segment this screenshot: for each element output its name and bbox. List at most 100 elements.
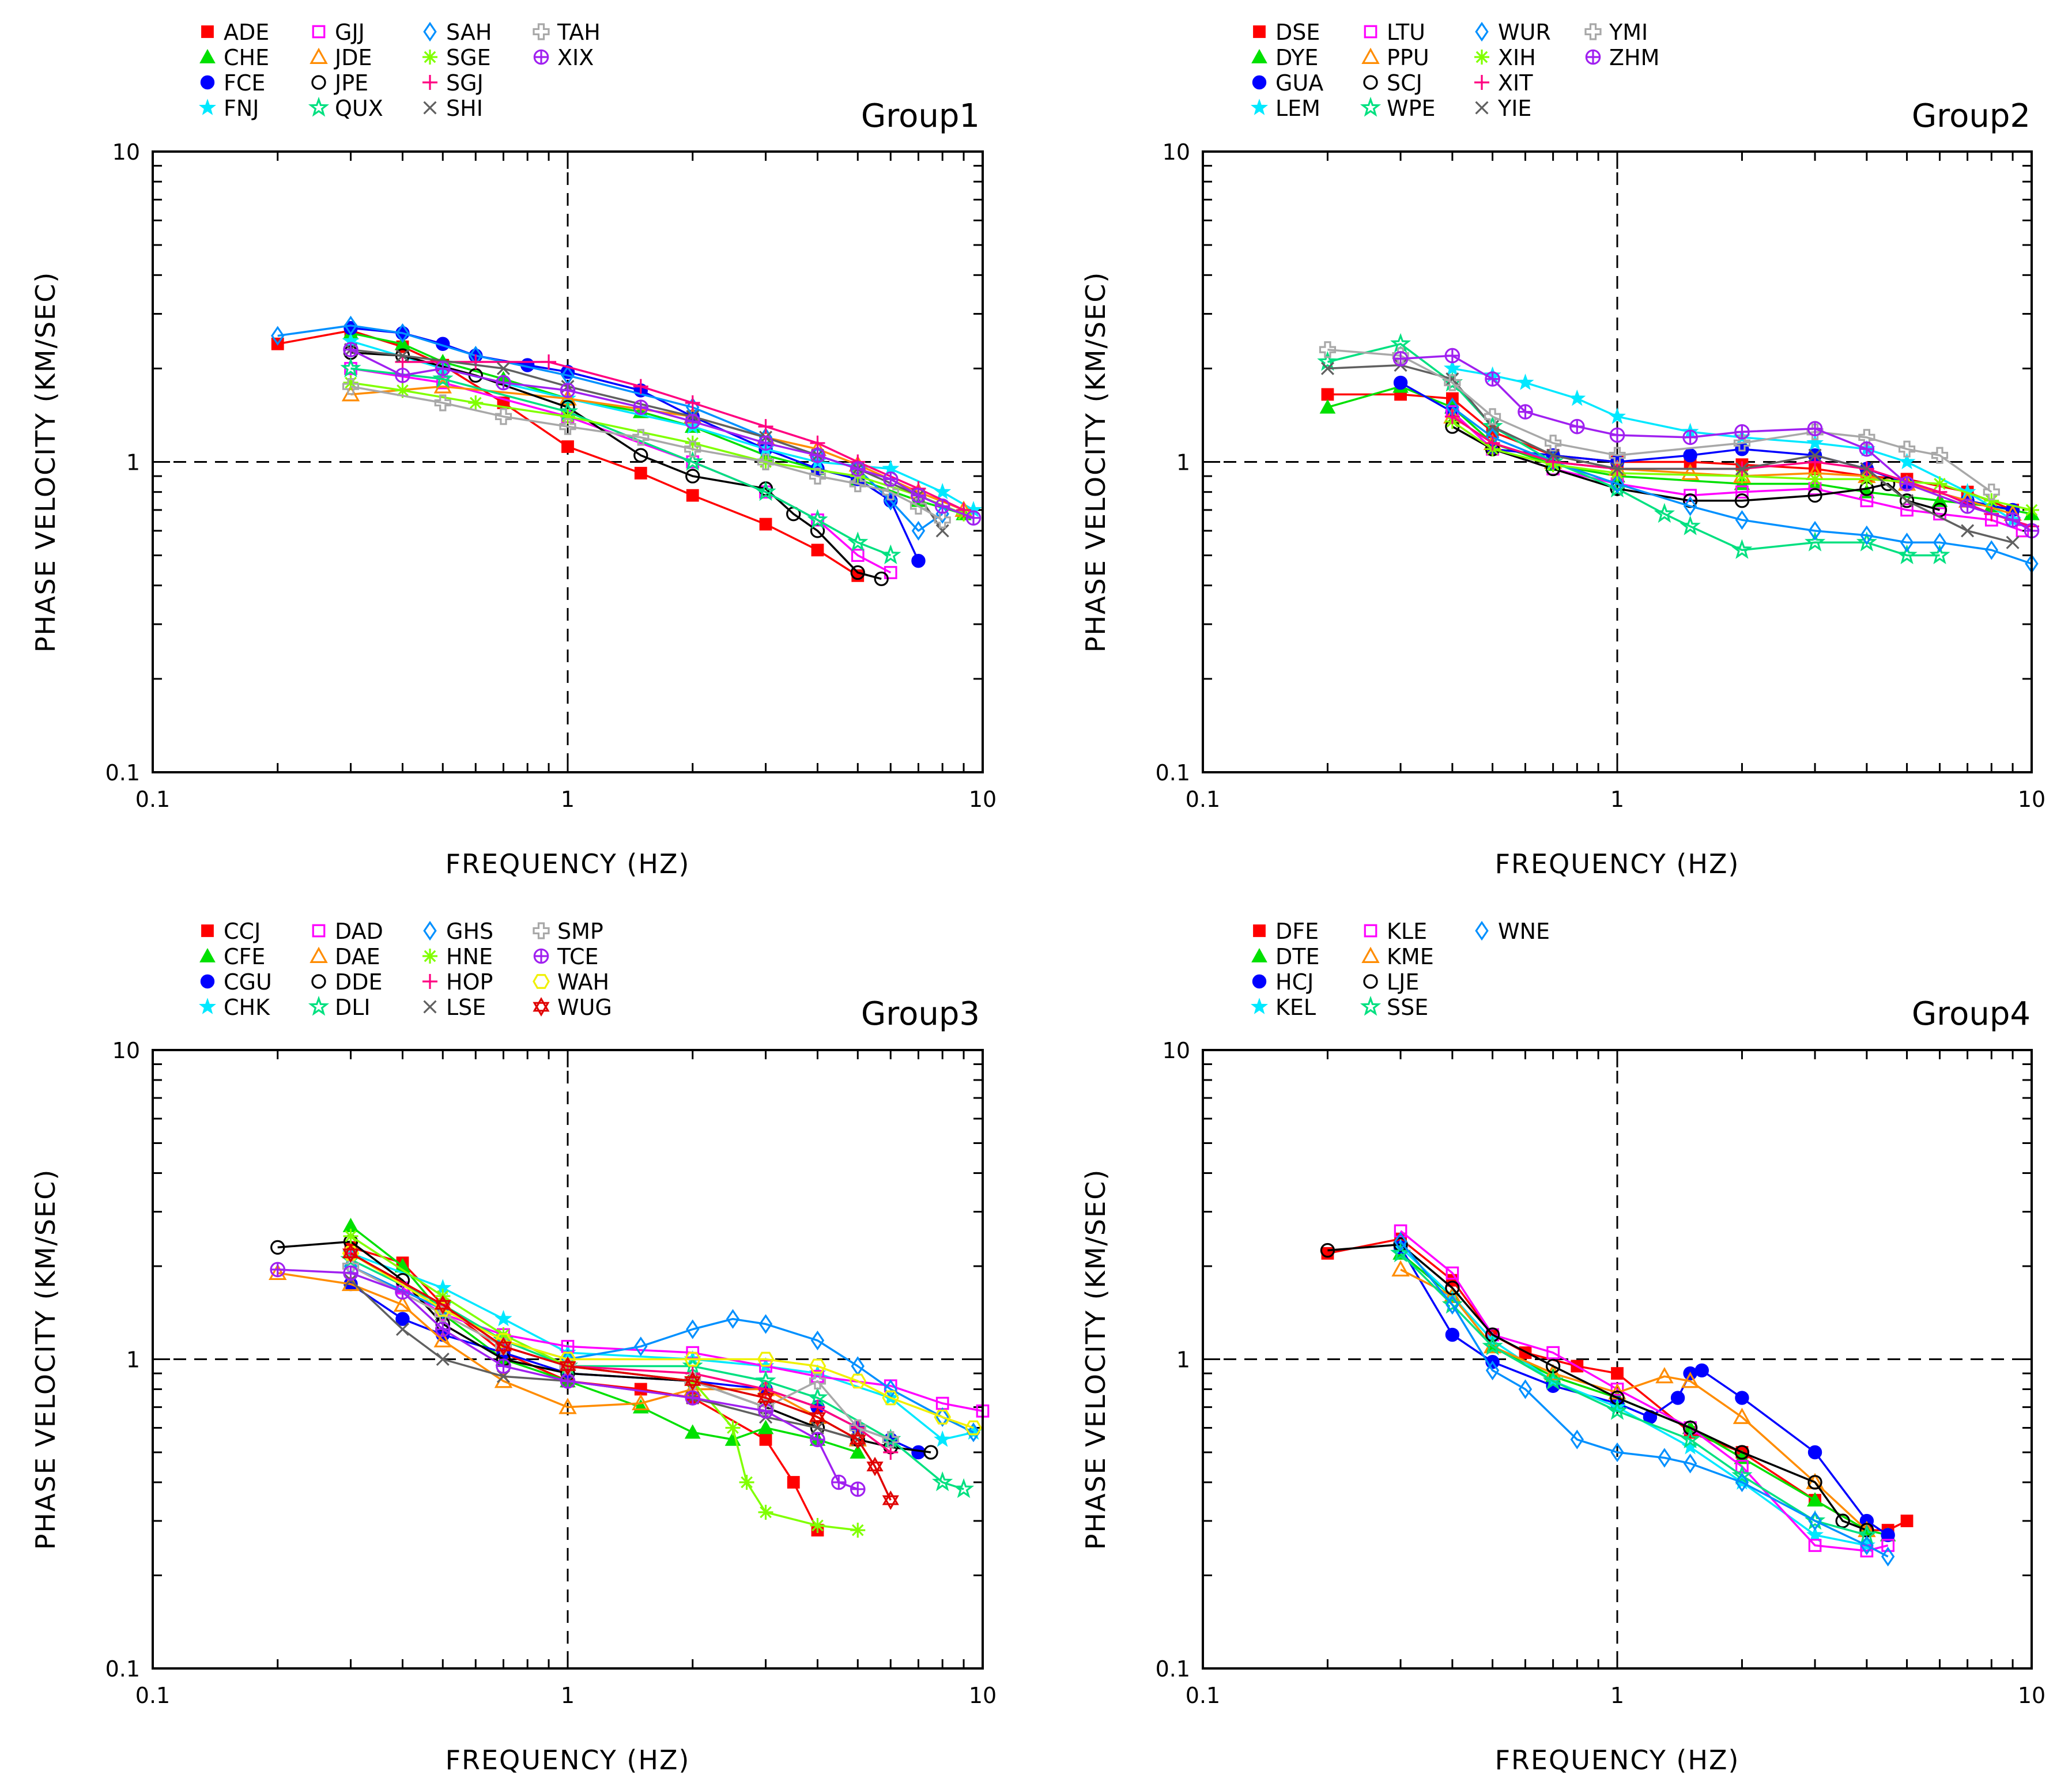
data-point [880, 544, 901, 565]
data-point [685, 1390, 701, 1406]
series-ymi [1319, 341, 2000, 501]
data-point [1958, 482, 1976, 500]
data-point [495, 408, 512, 425]
legend-label: SCJ [1387, 70, 1422, 96]
series-line-dde [277, 1240, 931, 1453]
legend-label: LSE [446, 995, 486, 1020]
x-tick-label: 1 [561, 1683, 575, 1708]
group-label: Group1 [861, 97, 980, 135]
data-point [1900, 1515, 1914, 1527]
legend-item-wug: WUG [533, 995, 612, 1020]
legend-label: TCE [557, 944, 599, 969]
legend-item-xit: XIT [1474, 70, 1533, 96]
data-point [495, 1336, 512, 1357]
data-point [882, 471, 899, 487]
data-point [934, 1410, 952, 1425]
legend-item-jde: JDE [310, 45, 372, 70]
legend-marker [533, 948, 549, 964]
data-point [831, 1474, 847, 1490]
data-point [1807, 471, 1823, 487]
legend-item-ltu: LTU [1364, 20, 1425, 45]
legend-marker [198, 99, 217, 115]
legend-label: DSE [1275, 20, 1320, 45]
data-point [1731, 539, 1753, 559]
data-point [632, 429, 650, 446]
data-point [757, 1388, 775, 1408]
legend-marker [1251, 947, 1267, 962]
legend-marker [423, 21, 437, 42]
legend-marker [311, 974, 326, 989]
data-point [1445, 1327, 1460, 1342]
data-point [1485, 1327, 1500, 1342]
legend-item-wne: WNE [1475, 919, 1550, 944]
data-point [1856, 531, 1878, 552]
y-tick-label: 0.1 [1156, 1656, 1190, 1682]
data-point [1485, 1360, 1500, 1381]
legend-label: DTE [1275, 944, 1319, 969]
series-line-xit [1451, 416, 2032, 527]
data-point [882, 1490, 899, 1510]
data-point [1881, 476, 1896, 492]
legend-marker [1252, 974, 1267, 989]
series-dli [340, 1248, 975, 1498]
data-point [809, 467, 826, 485]
data-point [395, 1312, 410, 1326]
data-point [684, 440, 701, 458]
data-point [850, 1523, 866, 1538]
series-line-dye [1327, 385, 2032, 515]
legend-marker [1361, 47, 1380, 65]
legend-marker [1253, 924, 1266, 937]
data-point [1899, 476, 1915, 492]
data-point [1683, 448, 1697, 463]
data-point [934, 511, 951, 528]
legend-label: CCJ [224, 919, 261, 944]
legend-marker [1364, 25, 1377, 39]
data-point [1545, 454, 1561, 470]
data-point [1735, 1460, 1749, 1473]
x-tick-label: 0.1 [135, 787, 170, 812]
legend-label: XIT [1498, 70, 1533, 96]
legend-marker [1474, 50, 1489, 65]
data-point [1808, 520, 1822, 541]
data-point [1568, 389, 1586, 406]
legend-label: HCJ [1275, 969, 1314, 995]
legend-marker [308, 96, 330, 117]
legend-label: DFE [1275, 919, 1319, 944]
data-point [1518, 404, 1533, 420]
x-axis-label: FREQUENCY (HZ) [1495, 848, 1740, 879]
series-line-xix [350, 349, 974, 519]
data-point [1933, 533, 1947, 553]
data-point [343, 1265, 358, 1281]
series-line-hcj [1399, 1247, 1889, 1536]
data-point [1900, 533, 1914, 553]
legend-item-lse: LSE [423, 995, 486, 1020]
data-point [932, 1471, 953, 1492]
y-axis-label: PHASE VELOCITY (KM/SEC) [30, 1169, 61, 1550]
legend-item-tce: TCE [533, 944, 599, 969]
data-point [435, 1321, 451, 1337]
data-point [1483, 1336, 1502, 1354]
data-point [435, 361, 451, 376]
data-point [496, 361, 511, 375]
legend-marker [422, 974, 437, 989]
legend-marker [312, 924, 326, 938]
data-point [468, 354, 484, 369]
data-point [633, 379, 648, 394]
data-point [810, 1421, 825, 1435]
legend-item-chk: CHK [198, 995, 270, 1020]
legend-marker [1360, 995, 1382, 1016]
y-tick-label: 1 [126, 450, 140, 475]
data-point [810, 447, 825, 463]
data-point [1858, 429, 1875, 446]
data-point [911, 488, 926, 503]
legend-label: XIH [1498, 45, 1536, 70]
y-tick-label: 0.1 [1156, 760, 1190, 786]
y-tick-label: 1 [1176, 450, 1190, 475]
legend-item-dye: DYE [1251, 45, 1318, 70]
data-point [270, 1240, 285, 1255]
data-point [757, 1351, 775, 1367]
data-point [1516, 373, 1534, 390]
legend-item-zhm: ZHM [1585, 45, 1659, 70]
data-point [850, 461, 866, 477]
data-point [1806, 1526, 1824, 1543]
